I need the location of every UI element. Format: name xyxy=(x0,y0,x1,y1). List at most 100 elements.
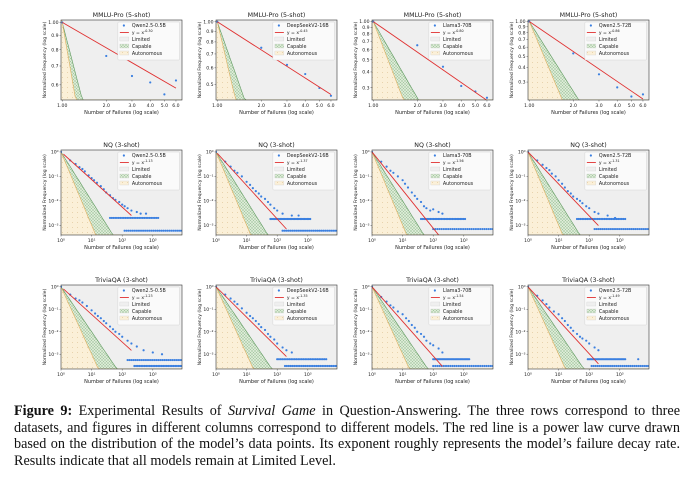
data-point xyxy=(137,229,141,232)
x-tick-label: 10⁰ xyxy=(57,372,65,378)
data-points xyxy=(216,150,337,232)
data-point xyxy=(441,351,444,354)
data-point xyxy=(138,216,141,220)
y-tick-label: 0.8 xyxy=(362,31,369,37)
autonomous-region xyxy=(528,20,649,100)
data-point xyxy=(427,217,430,221)
data-point xyxy=(441,65,445,68)
autonomous-region xyxy=(372,20,493,100)
data-point xyxy=(172,364,175,368)
legend-limited-label: Limited xyxy=(287,167,305,173)
legend-box xyxy=(117,21,180,61)
data-point xyxy=(245,180,248,183)
data-point xyxy=(624,227,627,231)
data-point xyxy=(594,364,597,368)
data-point xyxy=(321,358,324,361)
capable-region-group xyxy=(372,286,493,369)
data-point xyxy=(248,314,252,318)
data-point xyxy=(625,364,628,368)
data-point xyxy=(459,217,462,221)
legend-autonomous-label: Autonomous xyxy=(132,181,163,187)
legend-fit-label: y = x-1.54 xyxy=(443,294,464,301)
data-point xyxy=(114,216,117,220)
data-point xyxy=(254,319,257,323)
data-point xyxy=(126,339,129,342)
data-point xyxy=(597,212,600,215)
x-tick-label: 2.0 xyxy=(414,103,421,109)
data-point xyxy=(170,229,173,232)
power-law-fit-line xyxy=(216,286,287,357)
data-point xyxy=(117,216,120,220)
data-point xyxy=(563,186,566,189)
data-point xyxy=(304,358,307,361)
y-axis-label: Normalized Frequency (log scale) xyxy=(42,154,48,231)
legend-autonomous-swatch xyxy=(274,315,285,321)
data-point xyxy=(81,167,84,171)
data-point xyxy=(293,364,296,368)
data-point xyxy=(122,216,125,220)
data-point xyxy=(481,227,484,231)
data-point xyxy=(141,364,144,368)
legend-limited-label: Limited xyxy=(132,302,150,308)
legend-fit-label: y = x-0.80 xyxy=(443,29,464,36)
data-point xyxy=(139,229,143,232)
legend-fit-label: y = x-1.23 xyxy=(132,294,153,301)
axes-frame xyxy=(60,19,183,101)
data-point xyxy=(596,217,599,221)
data-point xyxy=(314,358,317,361)
data-point xyxy=(302,229,306,232)
data-point xyxy=(169,358,172,362)
data-point xyxy=(569,192,572,195)
legend-fit-exponent: -1.49 xyxy=(611,294,620,298)
x-tick-label: 5.0 xyxy=(161,103,168,109)
x-tick-label: 2.0 xyxy=(258,103,265,109)
data-point xyxy=(285,229,288,232)
data-point xyxy=(479,227,482,231)
subplot-grid: MMLU-Pro (5-shot) 1.00 2.0 3.0 4.0 5.0 6.0 0.6 0… xyxy=(42,12,650,385)
data-point xyxy=(637,358,640,361)
autonomous-region-boundary xyxy=(372,151,493,235)
data-point xyxy=(136,364,139,368)
data-point xyxy=(489,227,492,231)
data-point xyxy=(416,197,419,200)
data-point xyxy=(645,364,649,368)
y-axis-label: Normalized Frequency (log scale) xyxy=(509,289,515,366)
data-point xyxy=(295,229,298,232)
data-point xyxy=(572,195,575,198)
legend-box xyxy=(584,21,647,61)
data-point xyxy=(468,358,471,361)
legend-model-name: Qwen2.5-0.5B xyxy=(132,23,166,29)
data-point xyxy=(177,364,180,368)
x-tick-label: 1.00 xyxy=(212,103,222,109)
data-point xyxy=(319,358,323,361)
legend-fit-label: y = x-1.31 xyxy=(599,159,620,166)
data-point xyxy=(599,227,602,231)
data-point xyxy=(308,229,311,232)
y-tick-label: 10⁰ xyxy=(362,284,370,290)
legend-point-marker xyxy=(122,154,125,157)
data-point xyxy=(153,358,156,362)
data-point xyxy=(445,217,448,221)
capable-region-group xyxy=(528,20,649,100)
data-point xyxy=(566,323,569,327)
data-point xyxy=(90,309,93,312)
y-tick-label: 10⁻³ xyxy=(515,223,525,229)
legend-capable-label: Capable xyxy=(132,174,152,180)
legend-capable-swatch xyxy=(430,308,441,314)
legend-capable-swatch xyxy=(274,173,285,179)
data-point xyxy=(578,199,582,202)
data-point xyxy=(610,217,613,221)
capable-region xyxy=(528,286,649,369)
legend-autonomous-label: Autonomous xyxy=(287,181,318,187)
data-point xyxy=(419,332,423,336)
data-point xyxy=(276,358,279,361)
data-point xyxy=(462,227,465,231)
y-tick-label: 0.8 xyxy=(518,30,525,36)
legend-model-name: Llama3-70B xyxy=(443,288,472,294)
data-point xyxy=(302,358,305,361)
data-point xyxy=(330,229,333,232)
legend-capable-swatch xyxy=(119,173,130,179)
data-point xyxy=(273,207,276,210)
data-point xyxy=(557,313,560,316)
data-point xyxy=(605,227,608,231)
